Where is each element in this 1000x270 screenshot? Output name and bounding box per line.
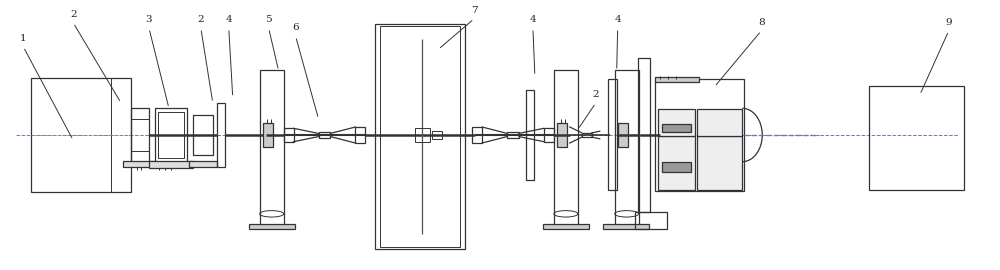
Text: 6: 6 — [292, 23, 299, 32]
Text: 4: 4 — [530, 15, 536, 24]
Bar — [655, 79, 744, 191]
Bar — [582, 133, 592, 137]
Bar — [189, 161, 217, 167]
Bar — [638, 58, 650, 212]
Bar — [697, 136, 742, 190]
Text: 3: 3 — [146, 15, 152, 24]
Text: 9: 9 — [945, 18, 952, 27]
Bar — [193, 115, 213, 155]
Bar — [375, 24, 465, 249]
Bar — [284, 128, 294, 142]
Bar — [662, 162, 691, 173]
Text: 2: 2 — [592, 90, 599, 99]
Bar — [158, 112, 184, 158]
Bar — [543, 224, 589, 229]
Bar — [554, 70, 578, 225]
Bar — [249, 224, 295, 229]
Bar — [31, 77, 131, 193]
Bar — [618, 123, 628, 147]
Bar — [355, 127, 365, 143]
Bar — [697, 109, 742, 136]
Text: 7: 7 — [471, 6, 477, 15]
Bar — [557, 123, 567, 147]
Text: 2: 2 — [70, 10, 77, 19]
Bar — [415, 128, 430, 142]
Bar — [149, 161, 193, 168]
Bar — [544, 128, 554, 142]
Bar — [662, 124, 691, 132]
Bar — [380, 26, 460, 247]
Bar — [869, 86, 964, 190]
Text: 5: 5 — [265, 15, 272, 24]
Bar — [123, 161, 157, 167]
Text: 8: 8 — [758, 18, 765, 27]
Bar — [635, 212, 667, 229]
Bar — [615, 70, 639, 225]
Bar — [608, 79, 617, 190]
Text: 1: 1 — [20, 34, 27, 43]
Bar — [131, 108, 149, 162]
Bar — [658, 109, 695, 136]
Bar — [217, 103, 225, 167]
Bar — [263, 123, 273, 147]
Bar — [655, 77, 699, 82]
Bar — [526, 90, 534, 180]
Text: 2: 2 — [198, 15, 204, 24]
Bar — [155, 108, 187, 162]
Bar — [658, 136, 695, 190]
Bar — [603, 224, 649, 229]
Bar — [319, 132, 330, 138]
Bar — [507, 132, 519, 138]
Bar — [432, 131, 442, 139]
Text: 4: 4 — [225, 15, 232, 24]
Text: 4: 4 — [614, 15, 621, 24]
Bar — [260, 70, 284, 225]
Bar — [472, 127, 482, 143]
